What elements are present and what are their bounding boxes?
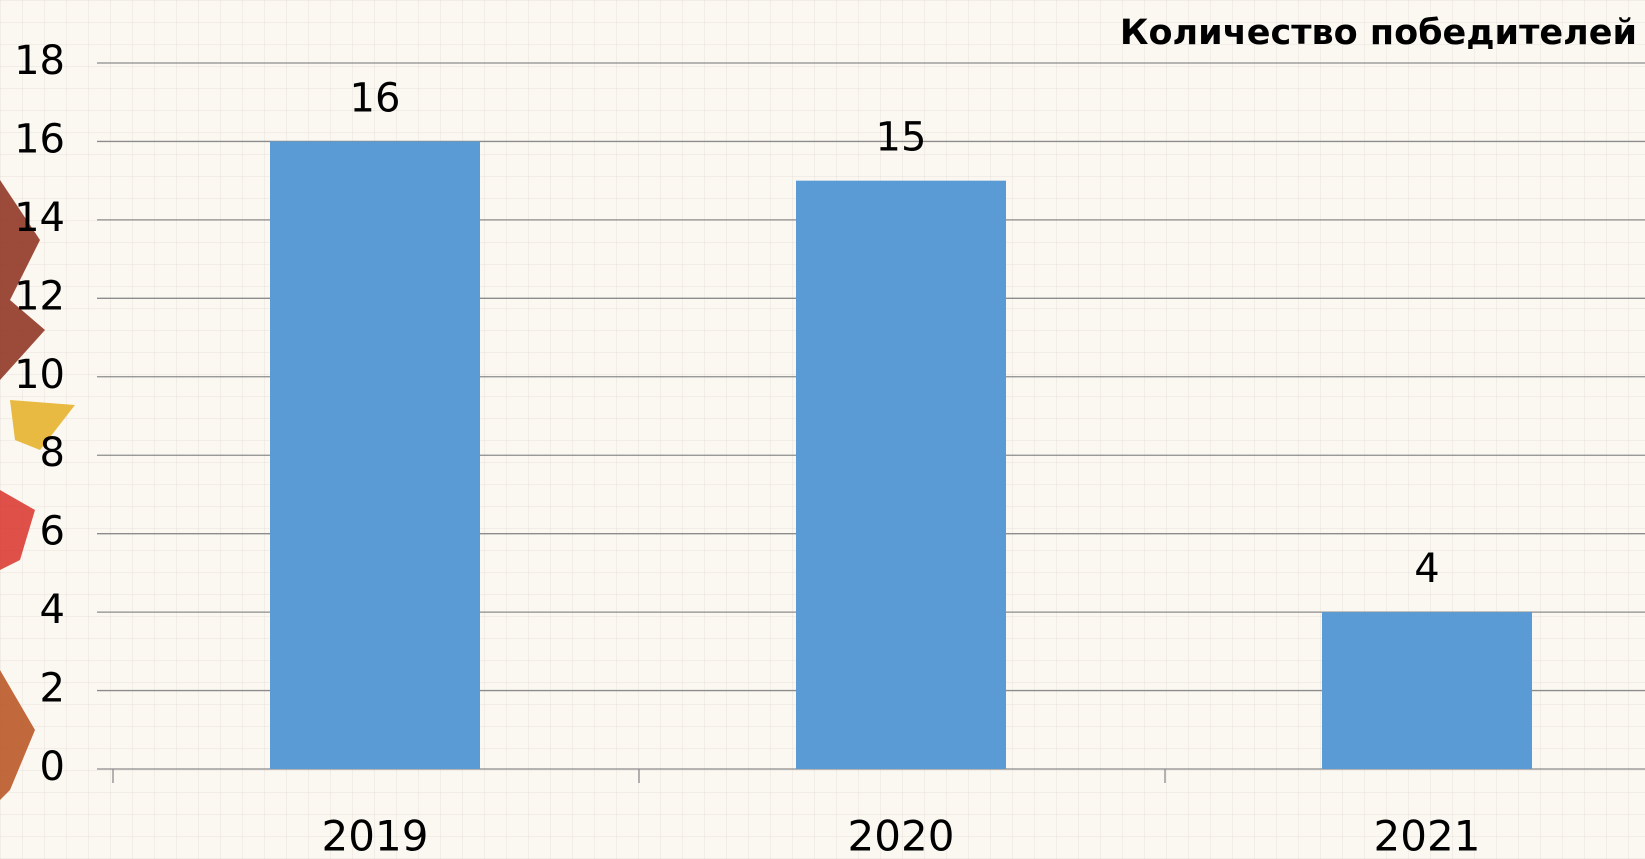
- y-tick-label: 14: [14, 195, 65, 241]
- y-tick-label: 4: [40, 587, 65, 633]
- x-tick-label: 2019: [322, 812, 429, 859]
- value-label: 4: [1414, 546, 1439, 592]
- y-tick-label: 8: [40, 430, 65, 476]
- chart: Количество победителей 0 2 4 6 8 10 12 14 16 18 20…: [0, 0, 1645, 859]
- y-tick-label: 16: [14, 116, 65, 162]
- y-tick-label: 18: [14, 38, 65, 84]
- x-tick-label: 2020: [848, 812, 955, 859]
- y-tick-label: 12: [14, 273, 65, 319]
- y-tick-label: 2: [40, 666, 65, 712]
- y-tick-label: 6: [40, 509, 65, 555]
- bar: [270, 141, 480, 769]
- y-tick-label: 10: [14, 352, 65, 398]
- bar: [1322, 612, 1532, 769]
- value-label: 16: [350, 75, 401, 121]
- bar: [796, 181, 1006, 769]
- value-label: 15: [876, 115, 927, 161]
- y-tick-label: 0: [40, 744, 65, 790]
- x-tick-label: 2021: [1374, 812, 1481, 859]
- chart-title: Количество победителей: [1120, 13, 1637, 53]
